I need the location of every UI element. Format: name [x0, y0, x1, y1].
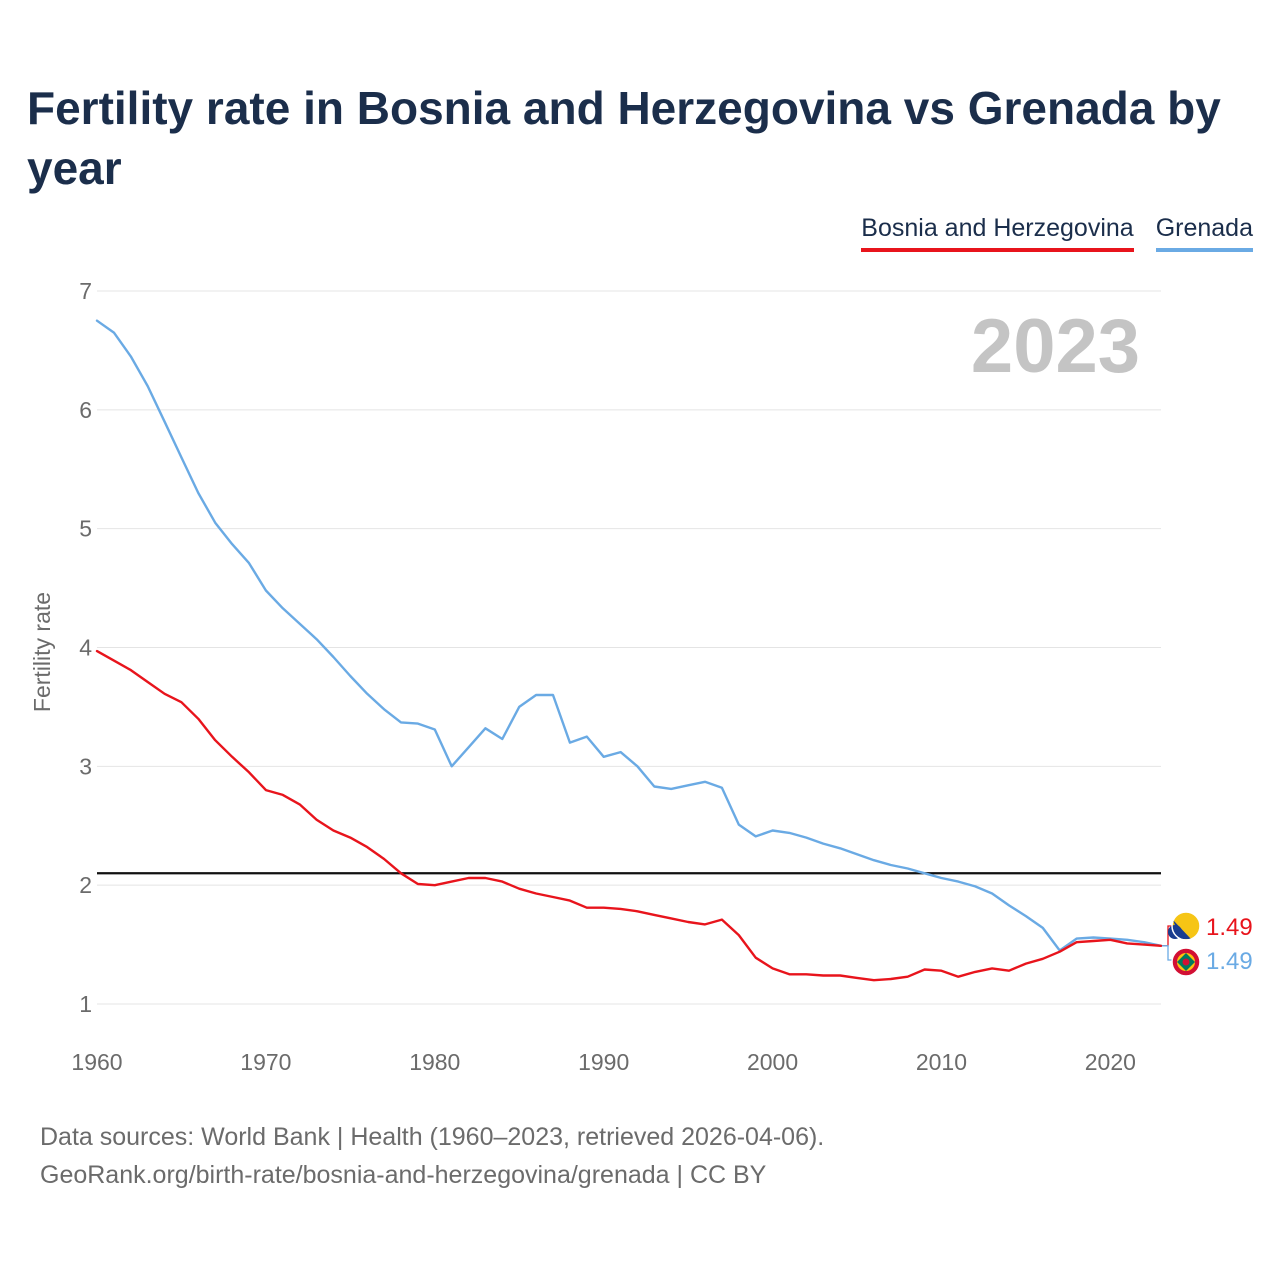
- legend-item-bosnia[interactable]: Bosnia and Herzegovina: [861, 214, 1134, 252]
- series-line-bosnia: [95, 649, 1163, 982]
- bosnia-flag-blue-field: [1168, 925, 1182, 939]
- grenada-flag-rim: [1171, 947, 1201, 977]
- y-tick-label: 4: [79, 635, 92, 661]
- x-tick-label: 1960: [71, 1049, 122, 1075]
- source-line-2[interactable]: GeoRank.org/birth-rate/bosnia-and-herzeg…: [40, 1161, 767, 1189]
- end-value-label-bosnia: 1.49: [1206, 914, 1253, 941]
- y-tick-label: 5: [79, 516, 92, 542]
- y-tick-label: 7: [79, 278, 92, 304]
- legend: Bosnia and Herzegovina Grenada: [861, 214, 1253, 252]
- chart-title: Fertility rate in Bosnia and Herzegovina…: [27, 82, 1221, 194]
- data-sources: Data sources: World Bank | Health (1960–…: [40, 1118, 824, 1194]
- y-tick-label: 3: [79, 753, 92, 779]
- year-label: 2023: [971, 304, 1140, 389]
- end-value-label-grenada: 1.49: [1206, 948, 1253, 975]
- x-tick-label: 2010: [916, 1049, 967, 1075]
- series-line-grenada: [95, 319, 1163, 952]
- bosnia-flag-triangle: [1173, 920, 1191, 939]
- legend-item-grenada[interactable]: Grenada: [1155, 214, 1253, 252]
- x-tick-label: 1990: [578, 1049, 629, 1075]
- x-tick-label: 2000: [747, 1049, 798, 1075]
- grenada-flag-center: [1182, 958, 1190, 966]
- y-axis-label: Fertility rate: [29, 592, 55, 712]
- end-connector-grenada: [1162, 945, 1174, 961]
- x-tick-label: 1970: [240, 1049, 291, 1075]
- y-tick-label: 6: [79, 397, 92, 423]
- source-line-1: Data sources: World Bank | Health (1960–…: [40, 1123, 825, 1151]
- y-tick-label: 2: [79, 872, 92, 898]
- x-tick-label: 2020: [1085, 1049, 1136, 1075]
- x-tick-label: 1980: [409, 1049, 460, 1075]
- y-tick-label: 1: [79, 991, 92, 1017]
- bosnia-flag-rim: [1171, 911, 1201, 941]
